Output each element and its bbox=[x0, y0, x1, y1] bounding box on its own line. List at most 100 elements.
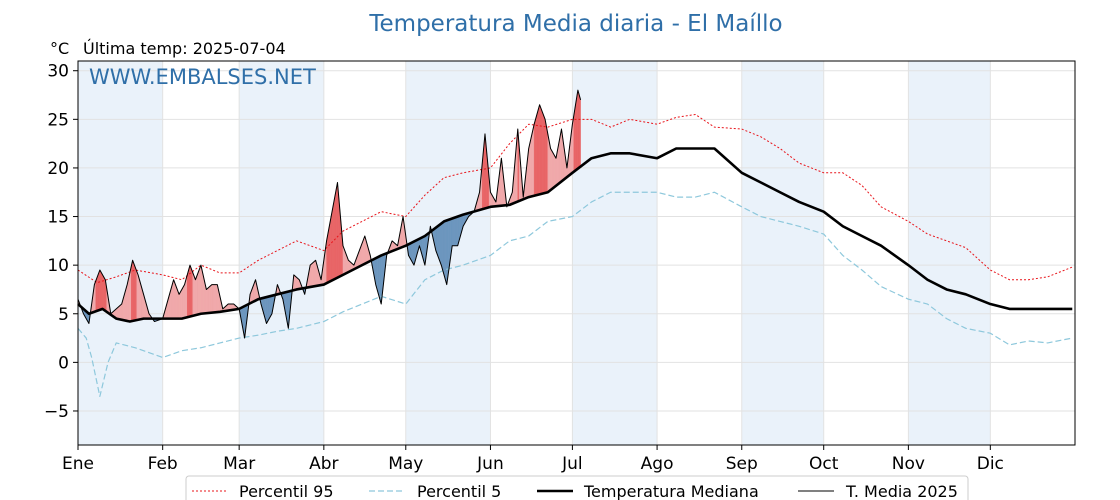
anomaly-fill-segment bbox=[542, 111, 544, 194]
anomaly-fill-segment bbox=[118, 304, 121, 320]
series-p5-line bbox=[77, 191, 1073, 397]
month-band bbox=[239, 61, 324, 445]
anomaly-fill-segment bbox=[550, 147, 553, 191]
anomaly-fill-segment bbox=[103, 276, 106, 312]
last-reading-label: Última temp: 2025-07-04 bbox=[83, 39, 286, 58]
x-tick-label: Ene bbox=[62, 454, 94, 474]
anomaly-fill-segment bbox=[454, 216, 457, 246]
anomaly-fill-segment bbox=[199, 265, 202, 315]
month-band bbox=[741, 61, 824, 445]
anomaly-fill-segment bbox=[101, 271, 103, 310]
chart-title: Temperatura Media diaria - El Maíllo bbox=[368, 11, 782, 37]
anomaly-fill-segment bbox=[436, 225, 439, 258]
anomaly-fill-segment bbox=[177, 290, 180, 319]
anomaly-fill-segment bbox=[207, 286, 210, 314]
anomaly-fill-segment bbox=[215, 284, 218, 313]
legend-box bbox=[185, 475, 969, 500]
anomaly-fill-segment bbox=[442, 221, 445, 275]
anomaly-fill-segment bbox=[206, 287, 208, 314]
y-tick-label: 25 bbox=[47, 110, 69, 130]
x-tick-label: Dic bbox=[977, 454, 1004, 474]
watermark: WWW.EMBALSES.NET bbox=[89, 65, 316, 89]
anomaly-fill-segment bbox=[195, 276, 198, 316]
anomaly-fill-segment bbox=[330, 211, 333, 282]
anomaly-fill-segment bbox=[120, 303, 122, 321]
anomaly-fill-segment bbox=[187, 269, 189, 318]
anomaly-fill-segment bbox=[551, 150, 554, 190]
anomaly-fill-segment bbox=[188, 265, 191, 318]
anomaly-fill-segment bbox=[174, 283, 177, 319]
anomaly-fill-segment bbox=[445, 220, 447, 285]
anomaly-fill-segment bbox=[96, 273, 99, 312]
anomaly-fill-segment bbox=[314, 259, 316, 287]
x-tick-label: Ago bbox=[641, 454, 674, 474]
anomaly-fill-segment bbox=[540, 108, 543, 195]
anomaly-fill-segment bbox=[333, 197, 335, 281]
anomaly-fill-segment bbox=[266, 296, 269, 325]
unit-label: °C bbox=[50, 39, 69, 58]
anomaly-fill-segment bbox=[439, 223, 442, 266]
x-tick-label: Feb bbox=[148, 454, 178, 474]
anomaly-fill-segment bbox=[576, 90, 579, 171]
anomaly-fill-segment bbox=[532, 124, 535, 197]
y-axis: 30 25 20 15 10 5 0 −5 bbox=[44, 62, 78, 422]
y-tick-label: 10 bbox=[47, 256, 69, 276]
anomaly-fill-segment bbox=[269, 295, 271, 320]
anomaly-fill-segment bbox=[294, 275, 297, 291]
anomaly-fill-segment bbox=[211, 284, 214, 313]
anomaly-fill-segment bbox=[178, 291, 181, 319]
anomaly-fill-segment bbox=[329, 218, 331, 283]
anomaly-fill-segment bbox=[192, 272, 195, 317]
x-tick-label: Abr bbox=[309, 454, 338, 474]
anomaly-fill-segment bbox=[173, 279, 176, 319]
anomaly-fill-segment bbox=[129, 266, 132, 322]
anomaly-fill-segment bbox=[544, 119, 547, 194]
anomaly-fill-segment bbox=[210, 284, 213, 314]
month-bands bbox=[78, 61, 991, 445]
anomaly-fill-segment bbox=[196, 272, 199, 316]
x-tick-label: May bbox=[388, 454, 423, 474]
anomaly-fill-segment bbox=[335, 182, 338, 279]
x-tick-label: Nov bbox=[892, 454, 925, 474]
anomaly-fill-segment bbox=[133, 263, 136, 321]
x-tick-label: Jul bbox=[561, 454, 583, 474]
anomaly-fill-segment bbox=[184, 279, 187, 319]
anomaly-fill-segment bbox=[543, 115, 546, 194]
anomaly-fill-segment bbox=[539, 104, 542, 195]
series-p95-line bbox=[77, 113, 1073, 284]
legend: Percentil 95 Percentil 5 Temperatura Med… bbox=[185, 475, 969, 500]
anomaly-fill-segment bbox=[311, 262, 314, 288]
x-axis: Ene Feb Mar Abr May Jun Jul Ago Sep Oct Nov Dic bbox=[62, 445, 1004, 474]
anomaly-fill-segment bbox=[443, 220, 446, 280]
legend-label-median: Temperatura Mediana bbox=[583, 482, 759, 500]
x-tick-label: Oct bbox=[809, 454, 839, 474]
anomaly-fill-segment bbox=[378, 255, 381, 300]
series-lines bbox=[77, 89, 1073, 397]
anomaly-fill-segment bbox=[197, 268, 200, 315]
anomaly-fill-segment bbox=[135, 267, 137, 321]
y-tick-label: 30 bbox=[47, 62, 69, 82]
series-median-line bbox=[77, 147, 1073, 323]
y-tick-label: −5 bbox=[44, 402, 69, 422]
month-band bbox=[908, 61, 991, 445]
anomaly-fill-segment bbox=[312, 261, 315, 287]
anomaly-fill-segment bbox=[176, 286, 178, 319]
anomaly-fill-segment bbox=[456, 216, 458, 246]
anomaly-fill-segment bbox=[132, 260, 135, 322]
anomaly-fill-segment bbox=[98, 269, 101, 311]
legend-label-2025: T. Media 2025 bbox=[845, 482, 958, 500]
anomaly-fill-segment bbox=[553, 152, 555, 189]
month-band bbox=[572, 61, 658, 445]
anomaly-fill-segment bbox=[538, 104, 540, 195]
legend-label-p95: Percentil 95 bbox=[239, 482, 334, 500]
anomaly-fill-segment bbox=[182, 283, 185, 319]
anomaly-fill-segment bbox=[533, 119, 536, 196]
plot-frame bbox=[77, 60, 1076, 446]
series-2025-line bbox=[77, 89, 582, 339]
anomaly-fill-segment bbox=[117, 306, 120, 320]
anomaly-fill-segment bbox=[99, 269, 102, 311]
y-tick-label: 5 bbox=[58, 305, 69, 325]
anomaly-fill-segment bbox=[531, 130, 533, 197]
anomaly-fill-segment bbox=[267, 296, 270, 322]
